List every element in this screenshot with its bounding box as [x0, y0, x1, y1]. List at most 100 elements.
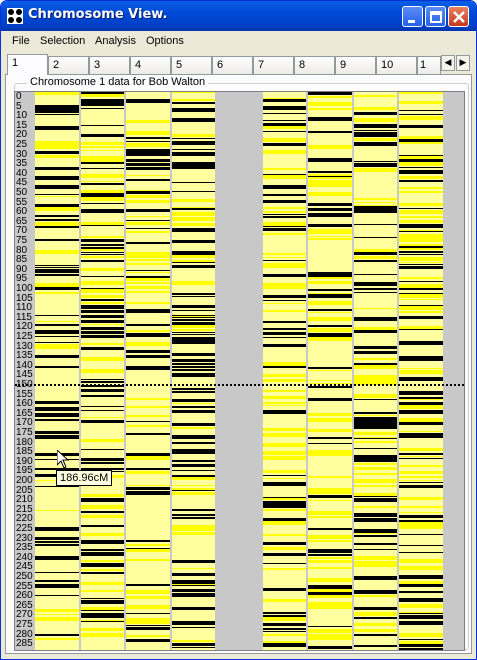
position-label: 120 — [16, 321, 33, 333]
band — [126, 252, 170, 255]
band — [171, 251, 215, 255]
tab-9[interactable]: 9 — [335, 56, 376, 74]
maximize-button[interactable] — [425, 6, 446, 27]
band — [399, 575, 443, 579]
band — [399, 480, 443, 481]
band — [171, 435, 215, 439]
band — [308, 631, 352, 632]
band — [399, 326, 443, 329]
band — [399, 584, 443, 587]
tab-3[interactable]: 3 — [89, 56, 130, 74]
band — [308, 413, 352, 416]
tab-1[interactable]: 1 — [7, 54, 48, 75]
band — [399, 356, 443, 357]
band — [262, 482, 306, 486]
selection-marker-line[interactable] — [15, 384, 464, 386]
band — [308, 386, 352, 388]
title-bar[interactable]: Chromosome View. — [1, 1, 476, 31]
band — [308, 383, 352, 384]
menu-file[interactable]: File — [12, 35, 30, 47]
band — [171, 265, 215, 268]
tab-5[interactable]: 5 — [171, 56, 212, 74]
column-5[interactable] — [171, 92, 215, 650]
arrow-left-icon: ◀ — [444, 58, 452, 68]
band — [262, 113, 306, 114]
band — [80, 598, 124, 599]
band — [262, 451, 306, 455]
band — [35, 419, 79, 421]
column-4[interactable] — [126, 92, 170, 650]
band — [171, 118, 215, 122]
band — [126, 200, 170, 203]
band — [262, 321, 306, 323]
band — [399, 257, 443, 261]
band — [262, 547, 306, 550]
band — [262, 332, 306, 335]
menu-analysis[interactable]: Analysis — [95, 35, 136, 47]
column-9[interactable] — [353, 92, 397, 650]
band — [171, 517, 215, 519]
band — [171, 325, 215, 328]
band — [80, 335, 124, 338]
tab-6[interactable]: 6 — [212, 56, 253, 74]
band — [80, 159, 124, 162]
tab-11-partial[interactable]: 1 — [417, 56, 441, 74]
band — [262, 98, 306, 99]
band — [126, 471, 170, 474]
tab-10[interactable]: 10 — [376, 56, 417, 74]
band — [35, 401, 79, 404]
column-10[interactable] — [399, 92, 443, 650]
band — [353, 463, 397, 465]
band — [80, 281, 124, 285]
close-button[interactable] — [448, 6, 469, 27]
band — [262, 233, 306, 235]
column-8[interactable] — [308, 92, 352, 650]
band — [308, 549, 352, 553]
menu-options[interactable]: Options — [146, 35, 184, 47]
band — [353, 448, 397, 449]
column-7[interactable] — [262, 92, 306, 650]
column-2[interactable] — [35, 92, 79, 650]
tab-scroll-left-button[interactable]: ◀ — [441, 55, 455, 71]
band — [399, 180, 443, 182]
band — [80, 320, 124, 323]
band — [262, 138, 306, 142]
band — [262, 175, 306, 179]
band — [308, 328, 352, 332]
tab-scroll-right-button[interactable]: ▶ — [456, 55, 470, 71]
minimize-button[interactable] — [402, 6, 423, 27]
band — [353, 493, 397, 496]
tab-8[interactable]: 8 — [294, 56, 335, 74]
band — [35, 155, 79, 158]
band — [353, 363, 397, 365]
band — [353, 107, 397, 110]
band — [262, 503, 306, 506]
band — [171, 228, 215, 232]
position-label: 85 — [16, 254, 28, 266]
band — [353, 576, 397, 580]
band — [126, 456, 170, 460]
band — [171, 217, 215, 221]
band — [399, 559, 443, 563]
band — [399, 520, 443, 522]
chromosome-grid[interactable]: 0 5 10 15 20 25 30 35 40 45 50 55 60 65 70 75 80 85 90 95 10… — [14, 91, 465, 651]
band — [308, 224, 352, 227]
band — [80, 515, 124, 518]
column-3[interactable] — [80, 92, 124, 650]
menu-selection[interactable]: Selection — [40, 35, 86, 47]
band — [399, 278, 443, 279]
band — [308, 560, 352, 563]
tab-7[interactable]: 7 — [253, 56, 294, 74]
band — [80, 563, 124, 567]
band — [35, 584, 79, 588]
band — [262, 123, 306, 126]
band — [262, 617, 306, 621]
band — [308, 370, 352, 371]
column-6[interactable] — [217, 92, 261, 650]
position-label: 190 — [16, 455, 33, 467]
band — [399, 116, 443, 119]
tab-4[interactable]: 4 — [130, 56, 171, 74]
band — [353, 256, 397, 259]
band — [126, 350, 170, 353]
tab-2[interactable]: 2 — [48, 56, 89, 74]
